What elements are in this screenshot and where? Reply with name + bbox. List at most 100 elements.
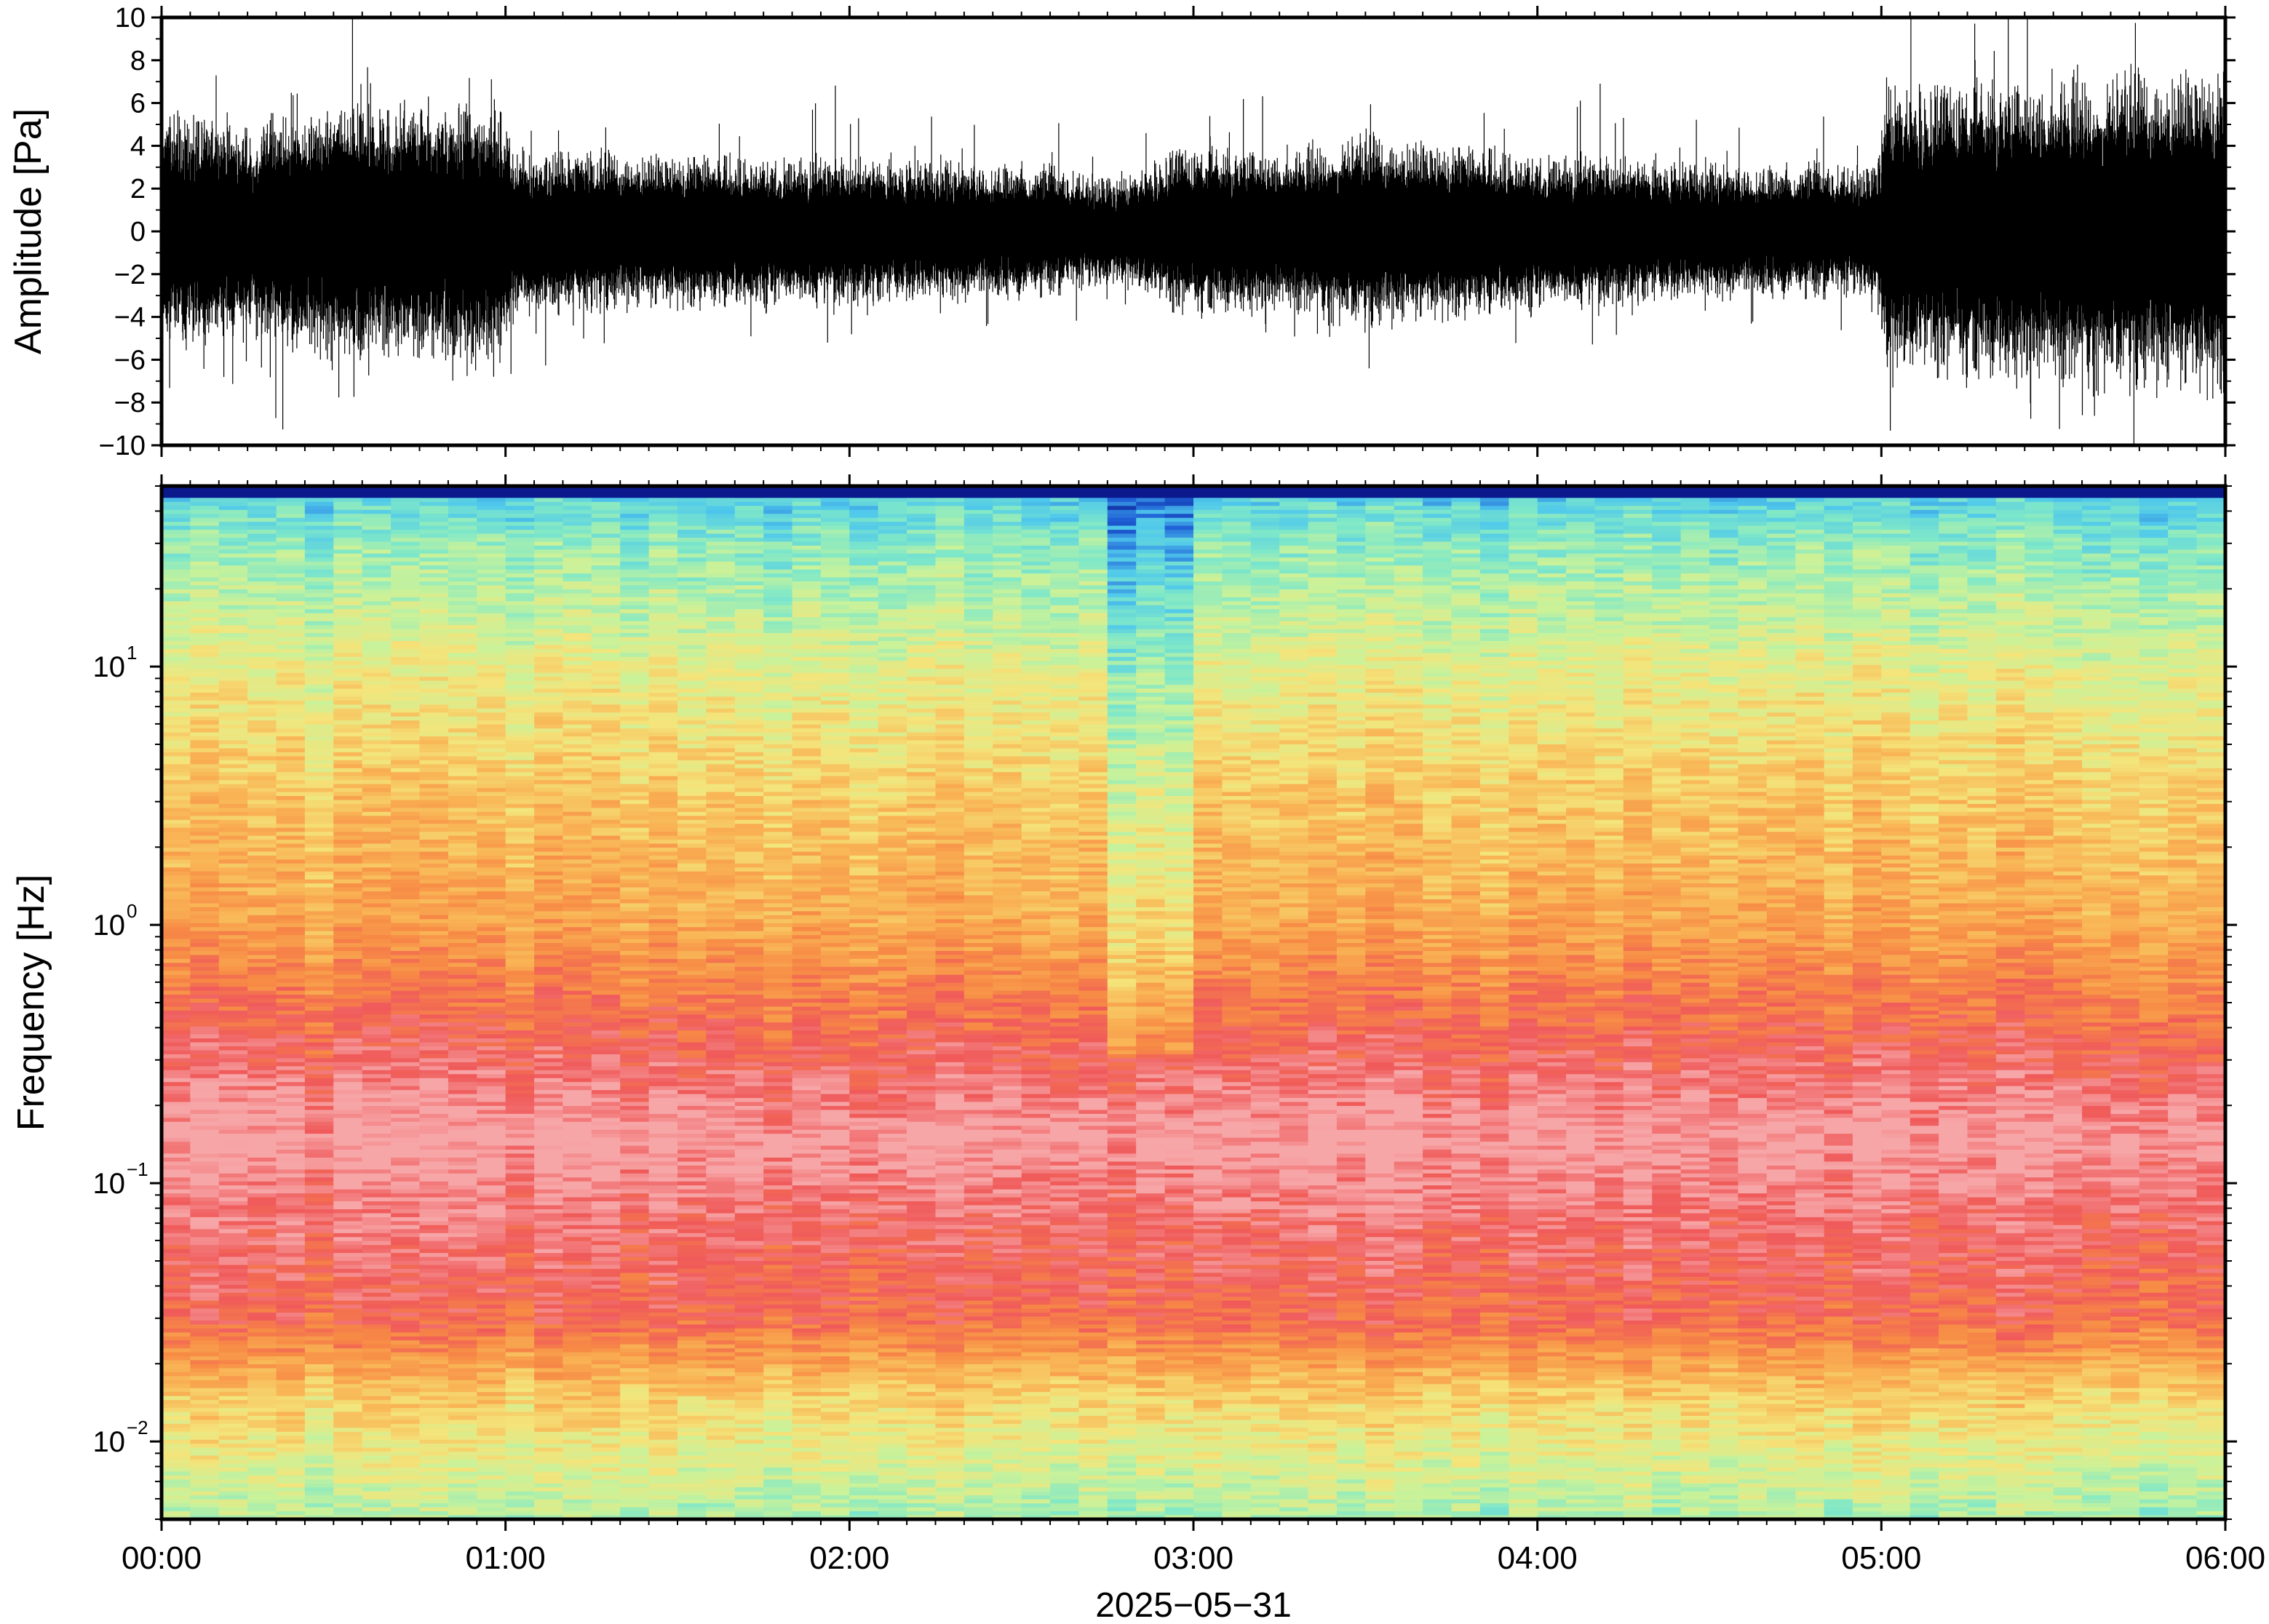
spectrogram-cell [276,748,306,753]
spectrogram-cell [648,1046,678,1051]
spectrogram-cell [591,653,621,658]
spectrogram-cell [448,943,478,948]
spectrogram-cell [333,1106,363,1111]
spectrogram-cell [477,1213,506,1218]
spectrogram-cell [419,1452,449,1457]
spectrogram-cell [448,1507,478,1512]
spectrogram-cell [247,569,277,574]
spectrogram-cell [333,931,363,936]
spectrogram-cell [304,1177,335,1182]
spectrogram-cell [333,589,363,594]
spectrogram-cell [563,517,592,522]
spectrogram-cell [190,549,220,554]
spectrogram-cell [162,1142,191,1147]
spectrogram-cell [448,648,478,654]
spectrogram-cell [218,593,248,598]
spectrogram-cell [677,732,707,737]
spectrogram-cell [648,811,678,817]
spectrogram-cell [620,553,650,559]
spectrogram-cell [505,1320,535,1326]
spectrogram-cell [362,1491,392,1497]
spectrogram-cell [362,1460,392,1465]
spectrogram-cell [333,772,363,777]
spectrogram-cell [563,1006,592,1011]
spectrogram-cell [448,1261,478,1266]
spectrogram-cell [505,982,535,987]
spectrogram-cell [419,1177,449,1182]
spectrogram-cell [247,700,277,706]
spectrogram-cell [591,1241,621,1246]
spectrogram-cell [362,748,392,753]
spectrogram-cell [247,541,277,546]
spectrogram-cell [563,1468,592,1473]
spectrogram-cell [304,756,335,761]
spectrogram-cell [448,1018,478,1024]
spectrogram-cell [304,1137,335,1142]
spectrogram-cell [218,1078,248,1083]
spectrogram-cell [304,549,335,554]
spectrogram-cell [162,593,191,598]
spectrogram-cell [276,1400,306,1405]
spectrogram-cell [419,1265,449,1270]
spectrogram-cell [362,982,392,987]
spectrogram-cell [419,538,449,543]
spectrogram-cell [362,525,392,530]
spectrogram-cell [162,1289,191,1294]
spectrogram-cell [419,553,449,559]
spectrogram-cell [362,990,392,995]
spectrogram-cell [477,506,506,511]
spectrogram-cell [247,1050,277,1055]
spectrogram-cell [591,597,621,602]
spectrogram-cell [419,1145,449,1150]
spectrogram-cell [362,1483,392,1489]
spectrogram-cell [448,1273,478,1278]
spectrogram-cell [304,1483,335,1489]
spectrogram-cell [620,1324,650,1329]
spectrogram-cell [648,688,678,693]
spectrogram-cell [304,1118,335,1123]
spectrogram-cell [333,1257,363,1262]
spectrogram-cell [247,1460,277,1465]
spectrogram-cell [419,1392,449,1397]
spectrogram-cell [591,693,621,698]
spectrogram-cell [190,811,220,817]
spectrogram-cell [391,509,421,515]
spectrogram-cell [448,808,478,813]
spectrogram-cell [648,919,678,924]
spectrogram-cell [190,716,220,722]
spectrogram-cell [534,633,564,638]
spectrogram-cell [620,1229,650,1234]
spectrogram-cell [534,1344,564,1349]
spectrogram-cell [333,1444,363,1449]
spectrogram-cell [591,1336,621,1342]
spectrogram-cell [276,1253,306,1258]
spectrogram-cell [391,1185,421,1190]
spectrogram-cell [218,1268,248,1274]
spectrogram-cell [391,1217,421,1222]
spectrogram-cell [218,1229,248,1234]
spectrogram-cell [247,947,277,952]
spectrogram-cell [591,1416,621,1421]
spectrogram-cell [477,1110,506,1115]
spectrogram-cell [419,1364,449,1369]
spectrogram-cell [648,1062,678,1067]
spectrogram-cell [247,943,277,948]
spectrogram-cell [620,533,650,538]
spectrogram-cell [276,589,306,594]
spectrogram-cell [505,943,535,948]
spectrogram-cell [448,871,478,877]
spectrogram-cell [648,1213,678,1218]
spectrogram-cell [247,1034,277,1039]
spectrogram-cell [477,963,506,968]
spectrogram-cell [304,498,335,503]
spectrogram-cell [333,1038,363,1043]
spectrogram-cell [391,1090,421,1095]
spectrogram-cell [591,875,621,880]
spectrogram-cell [162,1161,191,1166]
spectrogram-cell [563,796,592,801]
spectrogram-cell [563,859,592,864]
spectrogram-cell [591,1313,621,1318]
spectrogram-cell [419,1229,449,1234]
spectrogram-cell [620,958,650,964]
spectrogram-cell [333,1177,363,1182]
